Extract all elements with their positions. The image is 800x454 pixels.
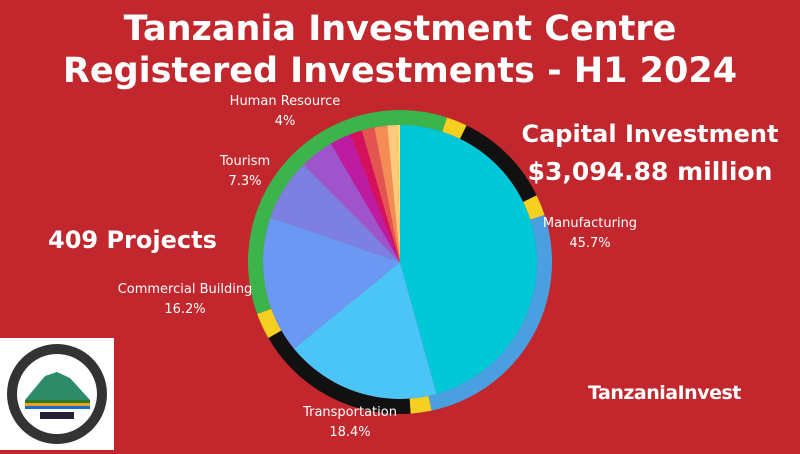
label-transportation: Transportation 18.4%: [303, 405, 397, 440]
ring-segment: [428, 215, 552, 411]
pie-slice-other-5: [331, 134, 400, 262]
decorative-ring: [248, 110, 552, 414]
tic-emblem-icon: [7, 344, 107, 444]
capital-value: $3,094.88 million: [527, 157, 773, 186]
label-commercial-building: Commercial Building 16.2%: [117, 282, 253, 317]
pie-slice-transportation: [293, 262, 437, 399]
pie-slice-other-9: [387, 125, 400, 262]
pie-slice-other-8: [374, 125, 400, 263]
label-human-resource: Human Resource 4%: [229, 94, 341, 129]
pie-slice-other-10: [397, 125, 400, 262]
pie-slice-other-6: [350, 130, 400, 262]
ring-segment: [442, 117, 467, 139]
pie-slice-tourism: [270, 164, 400, 262]
capital-investment: Capital Investment $3,094.88 million: [520, 115, 780, 191]
ring-segment: [460, 125, 537, 202]
capital-label: Capital Investment: [521, 120, 779, 148]
ring-segment: [248, 110, 447, 314]
pie-slice-other-7: [361, 127, 400, 263]
tanzaniainvest-logo: TanzaniaInvest: [588, 382, 741, 404]
label-manufacturing: Manufacturing 45.7%: [542, 216, 638, 251]
title-line-1: Tanzania Investment Centre: [123, 9, 677, 49]
ring-segment: [523, 195, 545, 220]
projects-count: 409 Projects: [48, 226, 217, 254]
ring-segment: [409, 396, 432, 414]
pie-slice-human-resource: [303, 143, 400, 262]
pie-slice-commercial-building: [263, 217, 400, 349]
title-line-2: Registered Investments - H1 2024: [62, 51, 738, 91]
tic-logo: [0, 338, 114, 450]
pie-slice-manufacturing: [400, 125, 537, 395]
ring-segment: [268, 330, 411, 414]
page-title: Tanzania Investment Centre Registered In…: [0, 8, 800, 92]
label-tourism: Tourism 7.3%: [219, 154, 271, 189]
ring-segment: [257, 308, 282, 338]
